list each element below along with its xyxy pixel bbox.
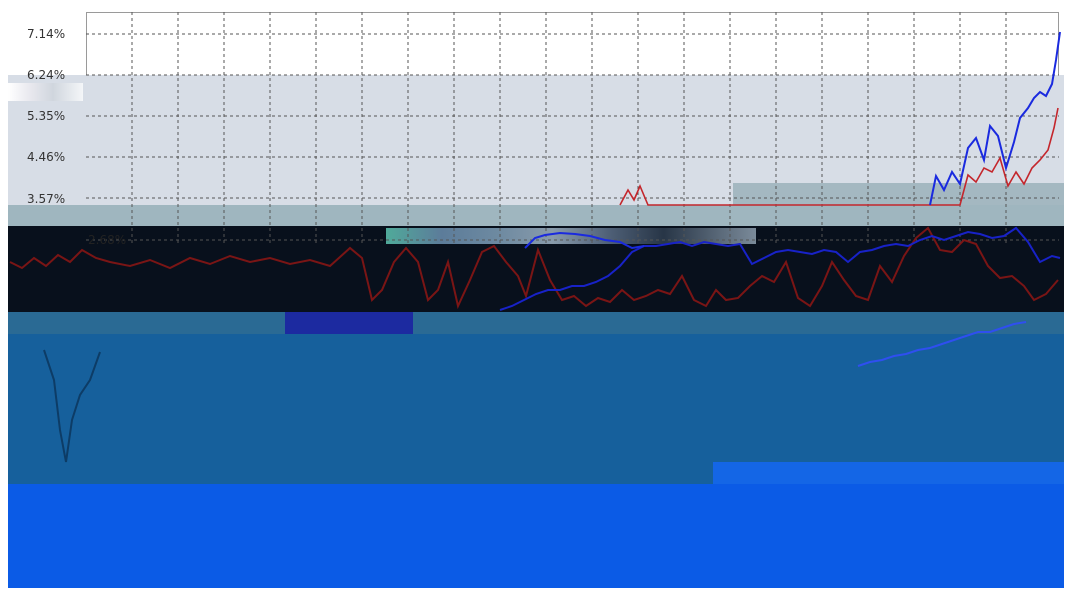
y-tick-label: 6.24% [27, 68, 66, 82]
y-tick-label: 7.14% [27, 27, 66, 41]
glitch-artifact-blue-block [285, 312, 413, 334]
bright-blue-bottom-band [8, 484, 1064, 588]
mid-blue-band [8, 334, 1064, 462]
y-tick-label: 5.35% [27, 109, 66, 123]
bright-blue-band-right [713, 462, 1064, 484]
glitch-artifact-top-left [8, 83, 83, 101]
glitch-artifact-strip [386, 228, 756, 244]
y-tick-label: 3.57% [27, 192, 66, 206]
steel-blue-band [8, 312, 1064, 334]
teal-overlay-band-right [733, 183, 1064, 207]
y-tick-label: 4.46% [27, 150, 66, 164]
y-tick-label: 2.68% [88, 233, 127, 247]
mid-blue-band-lower [8, 462, 713, 484]
